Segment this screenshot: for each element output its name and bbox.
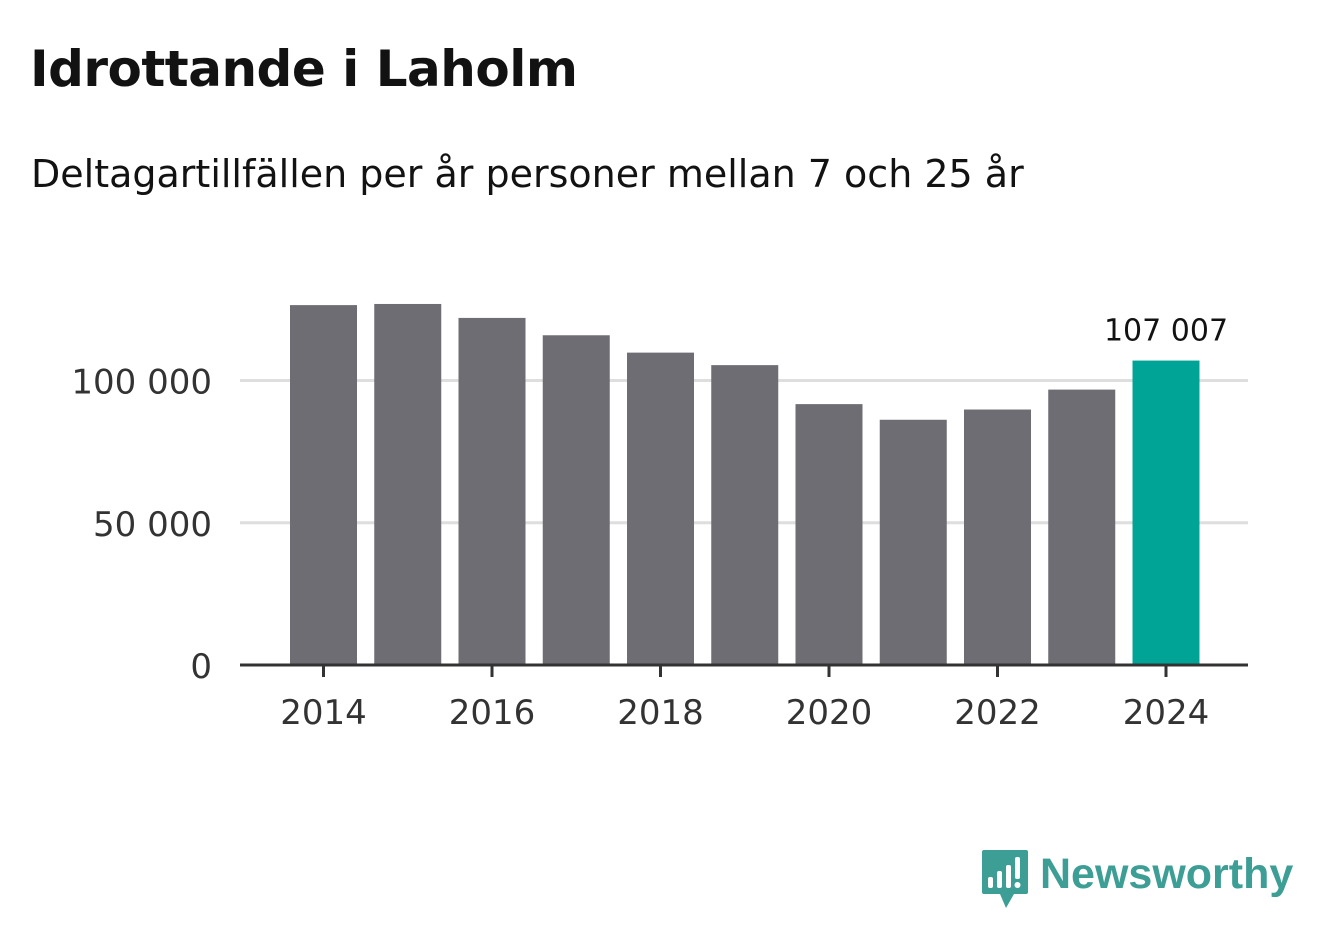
chart-subtitle: Deltagartillfällen per år personer mella… bbox=[31, 152, 1024, 196]
bar-2019 bbox=[711, 365, 779, 665]
x-tick-label: 2022 bbox=[954, 693, 1041, 733]
newsworthy-logo: Newsworthy bbox=[980, 848, 1293, 910]
x-tick-label: 2024 bbox=[1123, 693, 1210, 733]
bar-2020 bbox=[795, 404, 863, 665]
y-tick-label: 0 bbox=[190, 647, 212, 687]
bar-2022 bbox=[964, 409, 1031, 665]
chart-title: Idrottande i Laholm bbox=[30, 40, 578, 98]
bar-2023 bbox=[1048, 389, 1116, 665]
x-tick-label: 2018 bbox=[617, 693, 704, 733]
bar-2021 bbox=[879, 419, 947, 665]
bar-2018 bbox=[627, 352, 694, 665]
labels: 0 50 000 100 000 2014 2016 2018 2020 2022 2024 10… bbox=[71, 314, 1228, 733]
bar-2016 bbox=[458, 317, 526, 665]
y-tick-label: 50 000 bbox=[93, 505, 212, 545]
bars bbox=[290, 303, 1200, 665]
brand-name: Newsworthy bbox=[1040, 850, 1294, 898]
data-label: 107 007 bbox=[1104, 314, 1228, 349]
bar-2017 bbox=[542, 335, 610, 665]
bar-2024 bbox=[1132, 360, 1200, 665]
axes bbox=[240, 663, 1248, 677]
y-tick-label: 100 000 bbox=[71, 363, 212, 403]
bar-2015 bbox=[374, 303, 442, 665]
bar-2014 bbox=[290, 305, 357, 665]
x-tick-label: 2020 bbox=[786, 693, 873, 733]
x-tick-label: 2014 bbox=[280, 693, 367, 733]
x-tick-label: 2016 bbox=[449, 693, 536, 733]
newsworthy-bar-chart-speech-bubble-icon bbox=[982, 850, 1028, 908]
